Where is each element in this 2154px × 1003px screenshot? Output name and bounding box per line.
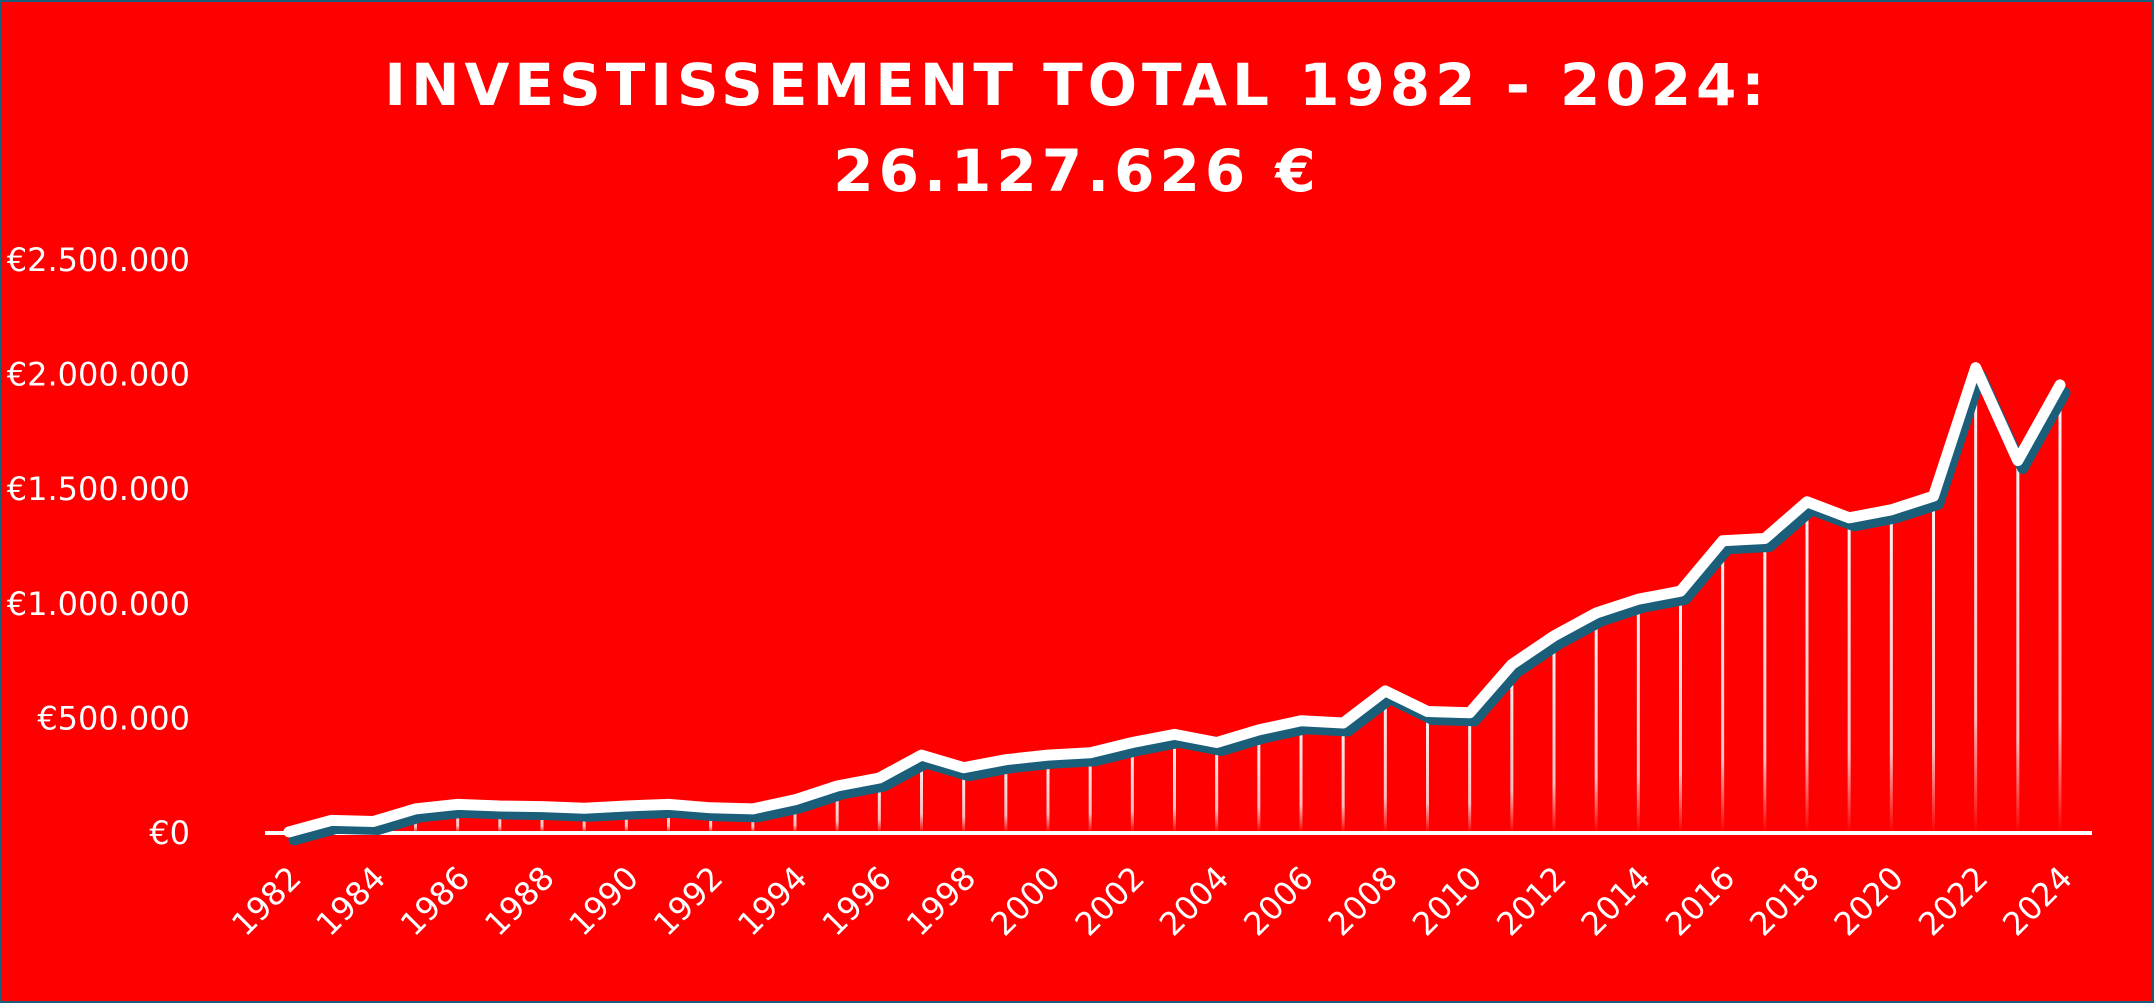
drop-line <box>456 804 460 833</box>
x-tick-label: 2002 <box>1068 859 1152 943</box>
drop-line <box>1552 635 1556 833</box>
series-line <box>283 362 2066 838</box>
x-tick-label: 1998 <box>899 859 983 943</box>
x-tick-label: 1990 <box>562 859 646 943</box>
x-tick-label: 2014 <box>1574 859 1658 943</box>
drop-line <box>1594 612 1598 833</box>
y-tick-label: €2.500.000 <box>7 241 190 279</box>
y-tick-label: €2.000.000 <box>7 356 190 394</box>
drop-line <box>962 767 966 833</box>
x-tick-label: 2010 <box>1405 859 1489 943</box>
drop-line <box>1173 734 1176 833</box>
chart-title-line-2: 26.127.626 € <box>833 137 1321 205</box>
x-tick-label: 2012 <box>1489 859 1573 943</box>
drop-line <box>1130 742 1134 833</box>
y-tick-label: €1.500.000 <box>7 470 190 508</box>
x-tick-label: 2024 <box>1995 859 2079 943</box>
drop-lines <box>287 367 2062 833</box>
x-tick-label: 2016 <box>1658 859 1742 943</box>
drop-line <box>1510 664 1514 833</box>
x-tick-label: 2000 <box>983 859 1067 943</box>
drop-line <box>1932 496 1935 833</box>
x-tick-label: 1988 <box>477 859 561 943</box>
x-tick-label: 1992 <box>646 859 730 943</box>
drop-line <box>1215 742 1219 833</box>
x-tick-label: 2022 <box>1911 859 1995 943</box>
x-tick-label: 2004 <box>1152 859 1236 943</box>
drop-line <box>920 755 923 833</box>
drop-line <box>1004 759 1008 833</box>
drop-line <box>1468 712 1472 833</box>
chart-title-line-1: INVESTISSEMENT TOTAL 1982 - 2024: <box>384 51 1770 119</box>
y-tick-label: €500.000 <box>37 699 190 737</box>
drop-line <box>498 805 502 833</box>
drop-line <box>877 777 881 833</box>
drop-line <box>1847 517 1851 833</box>
drop-line <box>835 786 839 833</box>
x-tick-label: 1982 <box>224 859 308 943</box>
y-tick-label: €0 <box>149 814 190 852</box>
drop-line <box>1636 599 1640 833</box>
x-tick-label: 1986 <box>393 859 477 943</box>
drop-line <box>1805 501 1809 833</box>
drop-line <box>1299 720 1303 833</box>
drop-line <box>1974 367 1978 833</box>
drop-line <box>1721 540 1725 833</box>
drop-line <box>1383 690 1387 833</box>
x-tick-label: 2006 <box>1236 859 1320 943</box>
drop-line <box>1889 509 1893 833</box>
x-tick-label: 1994 <box>730 859 814 943</box>
drop-line <box>2016 460 2020 833</box>
drop-line <box>2058 384 2062 833</box>
x-tick-label: 2018 <box>1742 859 1826 943</box>
drop-line <box>1763 538 1767 833</box>
series-line-shadow <box>288 370 2071 846</box>
drop-line <box>667 804 670 833</box>
drop-line <box>793 799 797 833</box>
x-tick-label: 2020 <box>1827 859 1911 943</box>
drop-line <box>1341 722 1345 833</box>
drop-line <box>1088 752 1092 833</box>
x-tick-label: 1996 <box>815 859 899 943</box>
y-axis: €0 €500.000 €1.000.000 €1.500.000 €2.000.000… <box>7 241 190 852</box>
drop-line <box>1426 711 1429 833</box>
drop-line <box>1257 729 1261 833</box>
y-tick-label: €1.000.000 <box>7 585 190 623</box>
x-axis: 1982 1984 1986 1988 1990 1992 1994 1996 1998 2000… <box>224 859 2079 943</box>
x-tick-label: 1984 <box>309 859 393 943</box>
drop-line <box>1046 755 1050 833</box>
drop-line <box>1679 591 1682 833</box>
x-tick-label: 2008 <box>1321 859 1405 943</box>
chart-title: INVESTISSEMENT TOTAL 1982 - 2024: 26.127… <box>2 42 2152 214</box>
